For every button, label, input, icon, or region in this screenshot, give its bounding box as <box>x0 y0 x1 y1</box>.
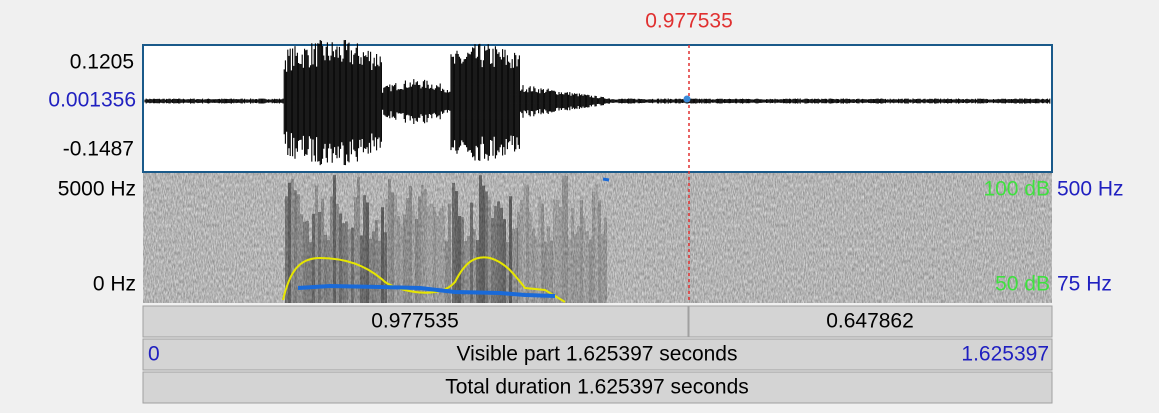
spectrogram-column <box>541 204 544 303</box>
spectrogram-column <box>604 218 607 303</box>
left-duration: 0.977535 <box>371 310 459 333</box>
spectrogram-column <box>580 200 583 303</box>
spectrogram-column <box>479 175 482 303</box>
spectrogram-column <box>342 223 345 303</box>
wave-cursor-value: 0.001356 <box>48 89 136 112</box>
spectrogram-column <box>517 212 520 303</box>
visible-start: 0 <box>148 343 160 366</box>
spectrogram-column <box>306 221 309 303</box>
spectrogram-column <box>485 191 488 303</box>
spectrogram-column <box>455 191 458 303</box>
spectrogram-column <box>538 197 541 303</box>
page: {"cursor":{"time":"0.977535"}, "waveform… <box>0 0 1159 408</box>
total-label: Total duration 1.625397 seconds <box>445 376 749 399</box>
spectrogram-column <box>424 189 427 303</box>
spectrogram-column <box>360 235 363 303</box>
spectrogram-column <box>339 214 342 303</box>
sound-editor: 0.977535 0.1205 0.001356 -0.1487 5000 Hz… <box>0 0 1159 408</box>
spectrogram-column <box>333 175 336 303</box>
spectrogram-column <box>482 186 485 303</box>
spectrogram-column <box>559 207 562 303</box>
spectrogram-column <box>491 218 494 303</box>
pitch-min: 75 Hz <box>1057 273 1112 296</box>
spectrogram-column <box>372 231 375 303</box>
waveform-panel <box>143 45 1052 172</box>
spectrogram-column <box>509 196 512 303</box>
freq-max: 5000 Hz <box>58 178 136 201</box>
spectrogram-column <box>583 218 586 303</box>
spectrogram-column <box>574 234 577 303</box>
spectrogram-column <box>378 241 381 303</box>
spectrogram-column <box>324 235 327 303</box>
spectrogram-column <box>571 208 574 303</box>
spectrogram-column <box>503 219 506 303</box>
spectrogram-column <box>577 226 580 303</box>
spectrogram-column <box>351 228 354 303</box>
spectrogram-column <box>415 219 418 303</box>
spectrogram-column <box>421 185 424 303</box>
spectrogram-column <box>553 199 556 303</box>
pitch-blip <box>603 179 609 180</box>
spectrogram-column <box>488 200 491 303</box>
spectrogram-column <box>526 185 529 303</box>
spectrogram-column <box>535 237 538 303</box>
spectrogram-column <box>458 216 461 303</box>
intensity-min: 50 dB <box>995 273 1050 296</box>
spectrogram-column <box>586 231 589 303</box>
spectrogram-column <box>601 234 604 303</box>
spectrogram-column <box>470 203 473 303</box>
spectrogram-column <box>375 220 378 303</box>
cursor-time: 0.977535 <box>645 10 733 33</box>
intensity-max: 100 dB <box>983 178 1050 201</box>
spectrogram-column <box>592 192 595 303</box>
spectrogram-column <box>288 183 291 303</box>
spectrogram-column <box>445 241 448 303</box>
spectrogram-column <box>397 216 400 303</box>
spectrogram-column <box>556 200 559 303</box>
spectrogram-column <box>461 217 464 303</box>
spectrogram-column <box>348 229 351 303</box>
spectrogram-column <box>357 177 360 303</box>
spectrogram-column <box>520 200 523 303</box>
spectrogram-column <box>327 240 330 303</box>
spectrogram-column <box>568 239 571 303</box>
spectrogram-column <box>309 242 312 303</box>
wave-max: 0.1205 <box>70 51 134 74</box>
spectrogram-column <box>562 176 565 303</box>
spectrogram-column <box>497 201 500 303</box>
spectrogram-column <box>494 206 497 303</box>
spectrogram-column <box>442 206 445 303</box>
wave-min: -0.1487 <box>63 138 134 161</box>
spectrogram-column <box>589 240 592 303</box>
pitch-max: 500 Hz <box>1057 178 1124 201</box>
visible-label: Visible part 1.625397 seconds <box>457 343 738 366</box>
spectrogram-column <box>565 176 568 303</box>
spectrogram-column <box>532 229 535 303</box>
spectrogram-column <box>595 185 598 303</box>
freq-min: 0 Hz <box>93 273 136 296</box>
spectrogram-column <box>291 179 294 303</box>
spectrogram-column <box>409 186 412 303</box>
spectrogram-column <box>500 208 503 303</box>
cursor-point <box>684 96 691 103</box>
right-duration: 0.647862 <box>826 310 914 333</box>
spectrogram-column <box>512 229 515 303</box>
spectrogram-column <box>598 200 601 303</box>
spectrogram-column <box>400 224 403 303</box>
visible-end: 1.625397 <box>961 343 1049 366</box>
spectrogram-column <box>294 190 297 303</box>
